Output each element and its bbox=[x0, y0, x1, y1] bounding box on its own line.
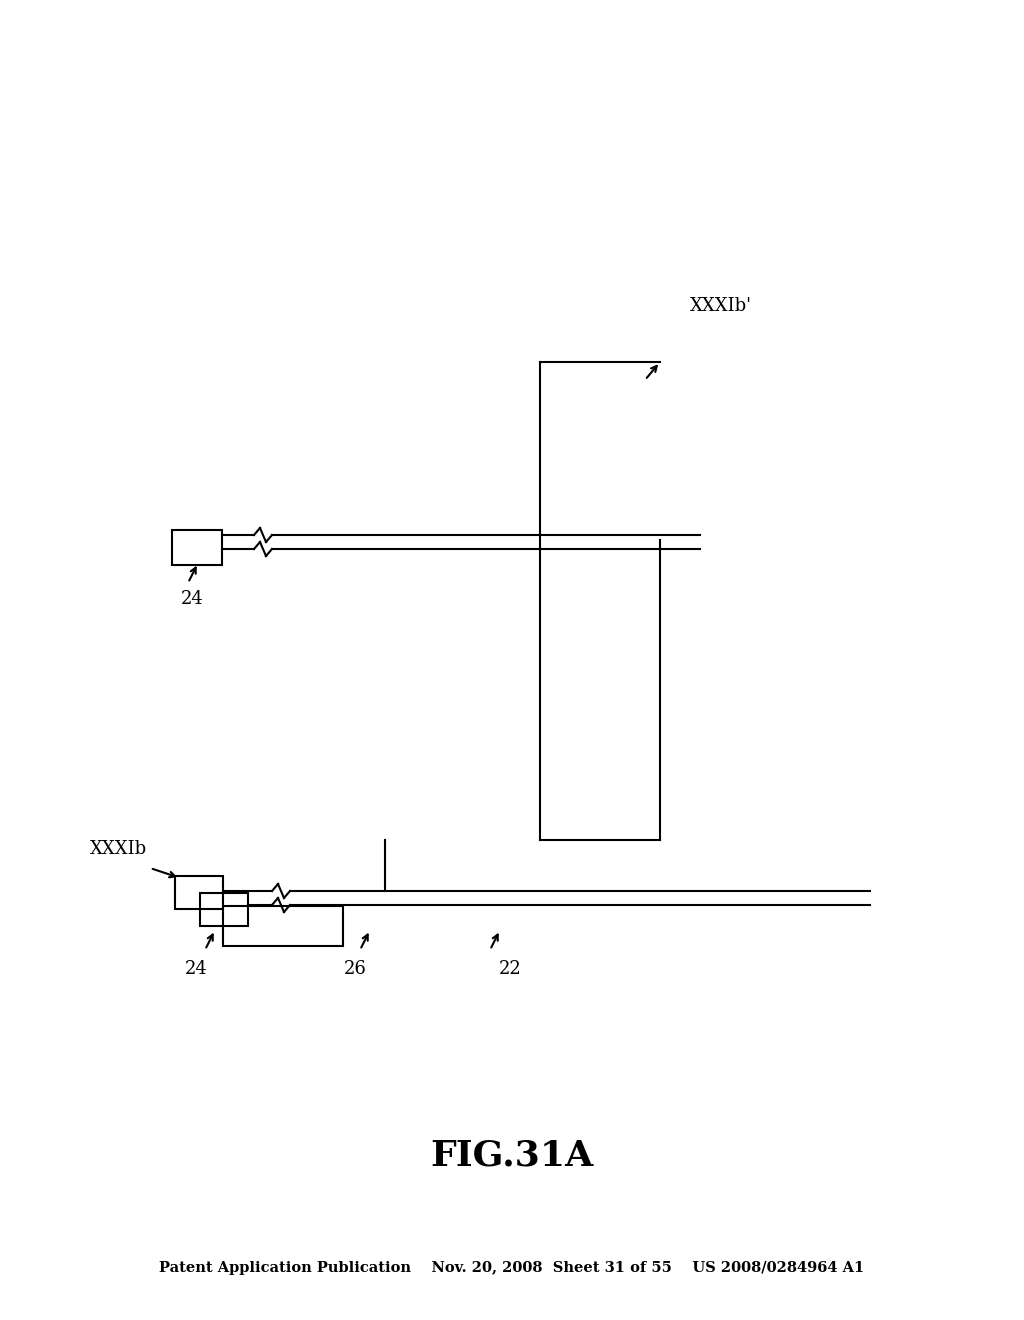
Text: XXXIb: XXXIb bbox=[89, 840, 146, 858]
Text: Patent Application Publication    Nov. 20, 2008  Sheet 31 of 55    US 2008/02849: Patent Application Publication Nov. 20, … bbox=[160, 1261, 864, 1275]
Bar bbox=[223, 906, 343, 946]
Text: FIG.31A: FIG.31A bbox=[430, 1138, 594, 1172]
Text: XXXIb': XXXIb' bbox=[690, 297, 752, 315]
Text: 24: 24 bbox=[180, 590, 204, 609]
Text: 22: 22 bbox=[499, 960, 521, 978]
Bar bbox=[172, 531, 222, 565]
Bar bbox=[175, 876, 223, 909]
Bar bbox=[200, 894, 248, 927]
Text: 26: 26 bbox=[344, 960, 367, 978]
Text: 24: 24 bbox=[184, 960, 208, 978]
